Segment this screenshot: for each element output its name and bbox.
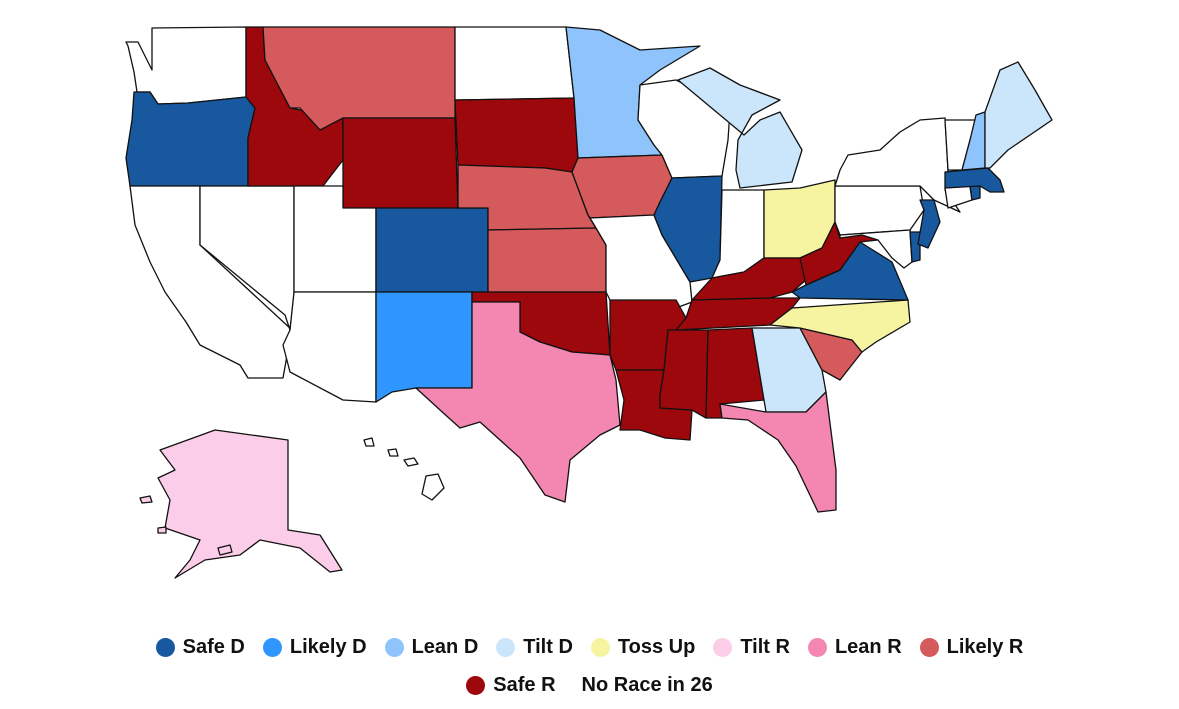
legend-label: Safe R [493, 674, 556, 696]
state-az[interactable] [282, 291, 377, 403]
legend-item-no-race: No Race in 26 [574, 674, 713, 697]
state-nm[interactable] [375, 291, 473, 403]
legend-row-1: Safe D Likely D Lean D Tilt D Toss Up Ti… [0, 636, 1179, 659]
legend-label: Lean R [834, 636, 902, 658]
legend-item-likely-d: Likely D [262, 636, 367, 659]
legend-label: Tilt D [523, 636, 573, 658]
state-tx[interactable] [415, 301, 621, 503]
legend-swatch [155, 638, 175, 657]
state-nh[interactable] [961, 111, 986, 171]
legend-item-safe-r: Safe R [466, 674, 556, 697]
legend-swatch [807, 638, 827, 657]
us-senate-map [125, 26, 1053, 579]
state-co[interactable] [375, 207, 489, 293]
legend-label: Likely R [946, 636, 1024, 658]
state-pa[interactable] [834, 185, 925, 236]
state-hi-1[interactable] [363, 437, 375, 447]
state-mi[interactable] [677, 67, 803, 189]
state-ak-island-1[interactable] [139, 495, 153, 504]
state-ms[interactable] [659, 329, 709, 419]
legend-item-tilt-r: Tilt R [713, 636, 790, 659]
state-ak-island-2[interactable] [157, 526, 167, 534]
legend-item-tilt-d: Tilt D [496, 636, 573, 659]
state-nc[interactable] [769, 299, 911, 353]
legend-label: No Race in 26 [581, 674, 713, 696]
state-ak[interactable] [157, 429, 343, 579]
state-hi-2[interactable] [387, 448, 399, 457]
legend-row-2: Safe R No Race in 26 [0, 674, 1179, 697]
state-sd[interactable] [454, 97, 579, 173]
legend-item-safe-d: Safe D [155, 636, 245, 659]
legend-item-toss-up: Toss Up [590, 636, 696, 659]
legend-swatch [466, 676, 486, 695]
legend-label: Likely D [289, 636, 367, 658]
state-hi-4[interactable] [421, 473, 445, 501]
legend-label: Tilt R [740, 636, 790, 658]
legend-swatch [590, 638, 610, 657]
state-ks[interactable] [487, 227, 607, 293]
legend-item-lean-r: Lean R [807, 636, 902, 659]
legend-item-lean-d: Lean D [384, 636, 479, 659]
state-ca[interactable] [129, 185, 293, 379]
state-fl[interactable] [719, 391, 837, 513]
legend-swatch [384, 638, 404, 657]
state-or[interactable] [125, 91, 256, 187]
state-ak-island-3[interactable] [217, 544, 233, 556]
state-ri[interactable] [969, 185, 981, 201]
state-wy[interactable] [342, 117, 459, 209]
state-de[interactable] [909, 231, 921, 263]
state-ma[interactable] [944, 167, 1005, 193]
legend-label: Safe D [182, 636, 245, 658]
legend-label: Lean D [411, 636, 479, 658]
state-nd[interactable] [454, 26, 575, 101]
legend-swatch [919, 638, 939, 657]
state-ct[interactable] [944, 185, 973, 209]
state-hi-3[interactable] [403, 457, 419, 467]
legend-swatch [262, 638, 282, 657]
state-me[interactable] [984, 61, 1053, 169]
legend-item-likely-r: Likely R [919, 636, 1024, 659]
legend-swatch [713, 638, 733, 657]
legend-label: Toss Up [617, 636, 696, 658]
legend-swatch [496, 638, 516, 657]
